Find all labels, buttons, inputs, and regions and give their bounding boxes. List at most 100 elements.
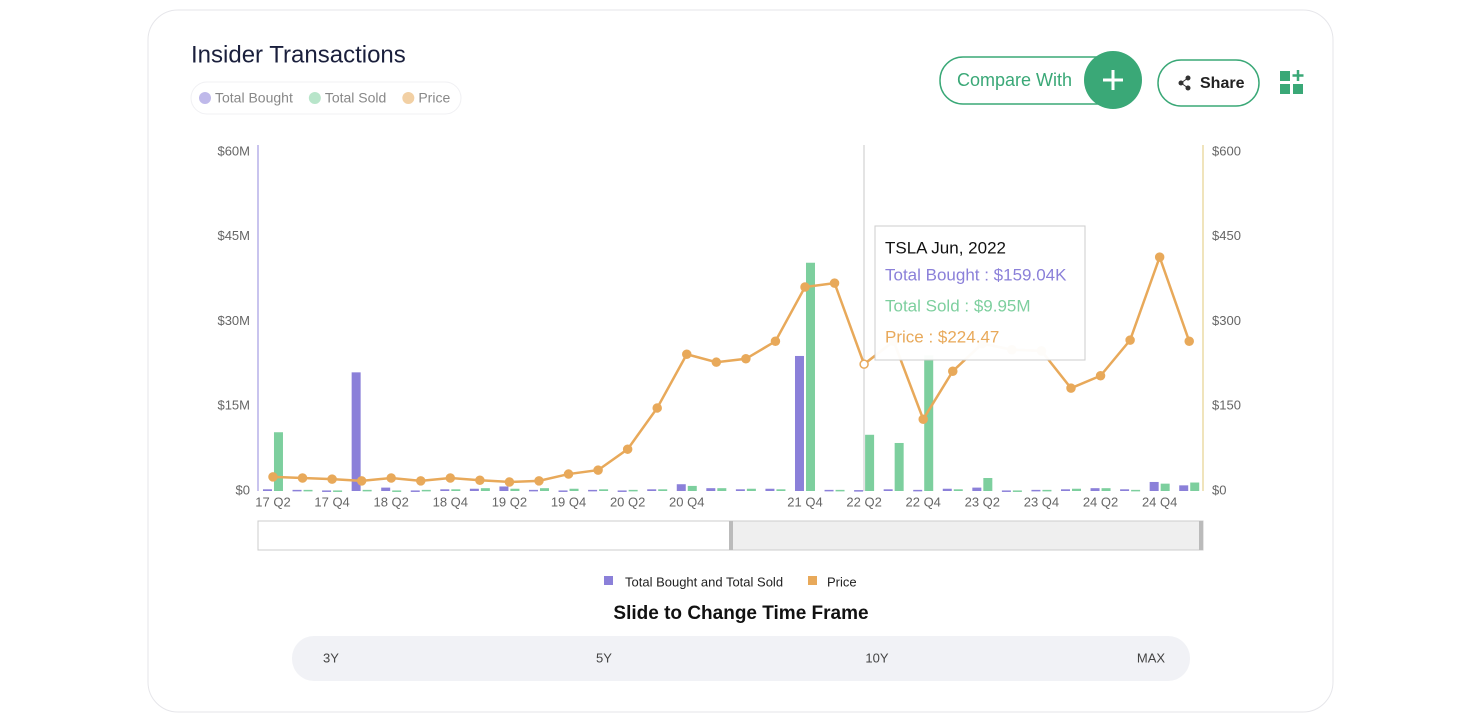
bar bbox=[480, 488, 490, 491]
bar bbox=[510, 488, 520, 491]
tooltip-line: Price : $224.47 bbox=[885, 327, 999, 346]
bar bbox=[1101, 488, 1111, 491]
legend-label: Price bbox=[418, 90, 450, 106]
y-tick-label: $15M bbox=[217, 398, 250, 413]
price-point bbox=[1125, 335, 1135, 345]
price-point bbox=[711, 357, 722, 367]
price-point bbox=[918, 414, 928, 424]
bar bbox=[558, 490, 568, 492]
bar bbox=[1131, 489, 1141, 492]
scroll-window[interactable] bbox=[730, 520, 1204, 551]
x-tick-label: 20 Q2 bbox=[610, 494, 645, 509]
bar bbox=[706, 488, 716, 491]
bar bbox=[539, 488, 549, 491]
price-point bbox=[948, 366, 958, 376]
tooltip-line: Total Bought : $159.04K bbox=[885, 265, 1067, 284]
bar bbox=[333, 490, 343, 492]
share-icon bbox=[1178, 75, 1191, 91]
bar bbox=[392, 490, 402, 492]
y-tick-label: $45M bbox=[217, 228, 250, 243]
bar bbox=[746, 488, 756, 491]
bar bbox=[1031, 489, 1041, 492]
timeframe[interactable]: MAX bbox=[1137, 650, 1166, 665]
bar bbox=[569, 488, 579, 491]
bar bbox=[972, 487, 982, 491]
bar bbox=[1120, 489, 1130, 491]
timeframe[interactable]: 3Y bbox=[323, 650, 339, 665]
timeframe[interactable]: 5Y bbox=[596, 650, 612, 665]
plus-icon bbox=[1103, 70, 1123, 90]
price-point bbox=[327, 474, 337, 484]
price-point bbox=[534, 476, 544, 486]
bar bbox=[451, 489, 461, 491]
bar bbox=[1042, 489, 1052, 492]
y-tick-label: $60M bbox=[217, 143, 250, 158]
bar bbox=[1060, 489, 1070, 491]
price-point bbox=[829, 278, 840, 288]
x-tick-label: 18 Q2 bbox=[373, 494, 408, 509]
y2-tick-label: $450 bbox=[1212, 228, 1241, 243]
bar bbox=[805, 262, 815, 491]
bar bbox=[924, 355, 934, 491]
bar bbox=[1179, 485, 1189, 491]
y-tick-label: $0 bbox=[236, 482, 250, 497]
x-tick-label: 20 Q4 bbox=[669, 494, 704, 509]
bar bbox=[262, 489, 272, 491]
price-point bbox=[682, 349, 692, 360]
price-point bbox=[1095, 370, 1106, 381]
bar bbox=[440, 489, 450, 491]
slider-caption: Slide to Change Time Frame bbox=[613, 603, 868, 624]
legend-dot bbox=[402, 92, 415, 104]
price-point bbox=[386, 473, 396, 483]
bar bbox=[883, 489, 893, 491]
bar bbox=[528, 489, 538, 492]
widget-icon[interactable] bbox=[1280, 70, 1304, 94]
tooltip-box bbox=[874, 225, 1086, 361]
bar bbox=[658, 489, 668, 491]
x-tick-label: 23 Q4 bbox=[1024, 494, 1059, 509]
bar bbox=[717, 488, 727, 491]
bar bbox=[617, 490, 627, 492]
share-pill[interactable] bbox=[1157, 59, 1260, 107]
tooltip-line: Total Sold : $9.95M bbox=[885, 296, 1031, 315]
scroll-handle[interactable] bbox=[729, 521, 733, 550]
price-point bbox=[1066, 383, 1076, 393]
top-legend: Total Bought Total Sold Price bbox=[199, 90, 450, 106]
scroll-handle[interactable] bbox=[1199, 521, 1203, 550]
bar bbox=[735, 489, 745, 491]
x-tick-label: 19 Q2 bbox=[492, 494, 527, 509]
price-point bbox=[593, 465, 603, 475]
bar bbox=[588, 489, 598, 492]
legend-dot bbox=[308, 92, 321, 104]
bar bbox=[687, 485, 697, 491]
share-label[interactable]: Share bbox=[1200, 75, 1245, 92]
bar bbox=[410, 490, 420, 492]
x-tick-label: 24 Q4 bbox=[1142, 494, 1177, 509]
x-tick-label: 18 Q4 bbox=[433, 494, 468, 509]
x-tick-label: 17 Q2 bbox=[255, 494, 290, 509]
x-tick-label: 22 Q2 bbox=[846, 494, 881, 509]
x-tick-label: 23 Q2 bbox=[965, 494, 1000, 509]
compare-button[interactable]: Compare With bbox=[939, 51, 1142, 109]
legend-label: Total Bought and Total Sold bbox=[625, 574, 783, 589]
timeframe[interactable]: 10Y bbox=[865, 650, 888, 665]
bar bbox=[421, 489, 431, 492]
bar bbox=[273, 432, 283, 491]
share-button[interactable]: Share bbox=[1157, 59, 1260, 107]
y2-tick-label: $150 bbox=[1212, 398, 1241, 413]
legend-dot bbox=[199, 92, 211, 104]
price-point bbox=[268, 472, 278, 482]
bar bbox=[913, 489, 923, 492]
legend-swatch bbox=[604, 576, 613, 585]
bar bbox=[865, 434, 875, 491]
bar bbox=[676, 484, 686, 491]
bar bbox=[1149, 481, 1159, 491]
y-tick-label: $30M bbox=[217, 313, 250, 328]
bar bbox=[1012, 490, 1022, 492]
price-point bbox=[859, 359, 869, 369]
x-tick-label: 22 Q4 bbox=[906, 494, 941, 509]
legend-swatch bbox=[808, 576, 817, 585]
legend-label: Price bbox=[827, 574, 857, 589]
compare-label[interactable]: Compare With bbox=[957, 70, 1072, 90]
